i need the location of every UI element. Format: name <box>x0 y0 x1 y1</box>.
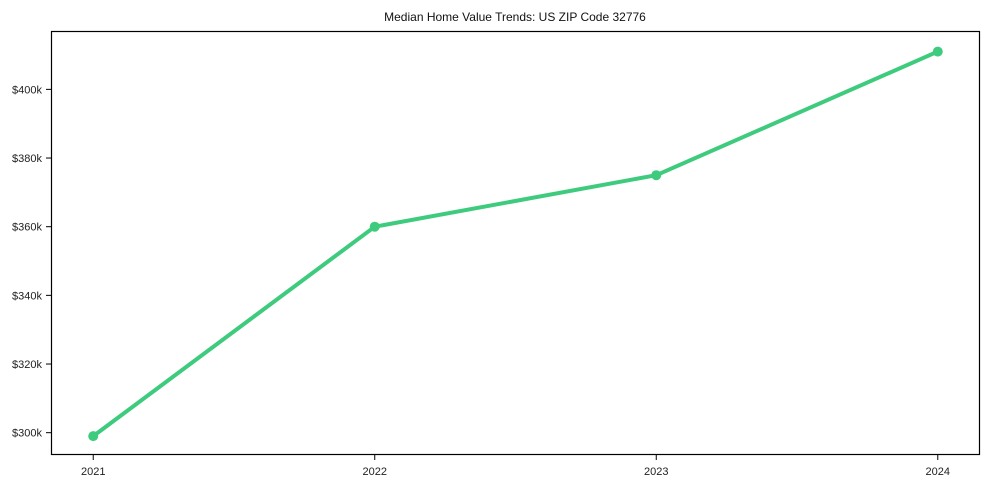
data-point-marker <box>369 221 380 232</box>
y-tick-label: $300k <box>12 428 42 440</box>
axes-layer: $300k $320k $340k $360k $380k $400k 2021 2022 20… <box>12 30 981 478</box>
y-tick-label: $340k <box>12 290 42 302</box>
data-point-marker <box>651 170 662 181</box>
x-tick-label: 2022 <box>363 466 387 478</box>
y-tick-label: $400k <box>12 84 42 96</box>
y-tick-label: $380k <box>12 153 42 165</box>
data-point-marker <box>932 46 943 57</box>
chart-title: Median Home Value Trends: US ZIP Code 32… <box>384 10 646 24</box>
x-tick-label: 2023 <box>644 466 668 478</box>
plot-frame <box>50 30 981 456</box>
x-tick-label: 2024 <box>926 466 950 478</box>
y-tick-label: $360k <box>12 222 42 234</box>
series-layer <box>88 46 943 442</box>
x-tick-label: 2021 <box>81 466 105 478</box>
trend-line <box>91 49 940 439</box>
y-tick-label: $320k <box>12 359 42 371</box>
data-point-marker <box>88 431 99 442</box>
